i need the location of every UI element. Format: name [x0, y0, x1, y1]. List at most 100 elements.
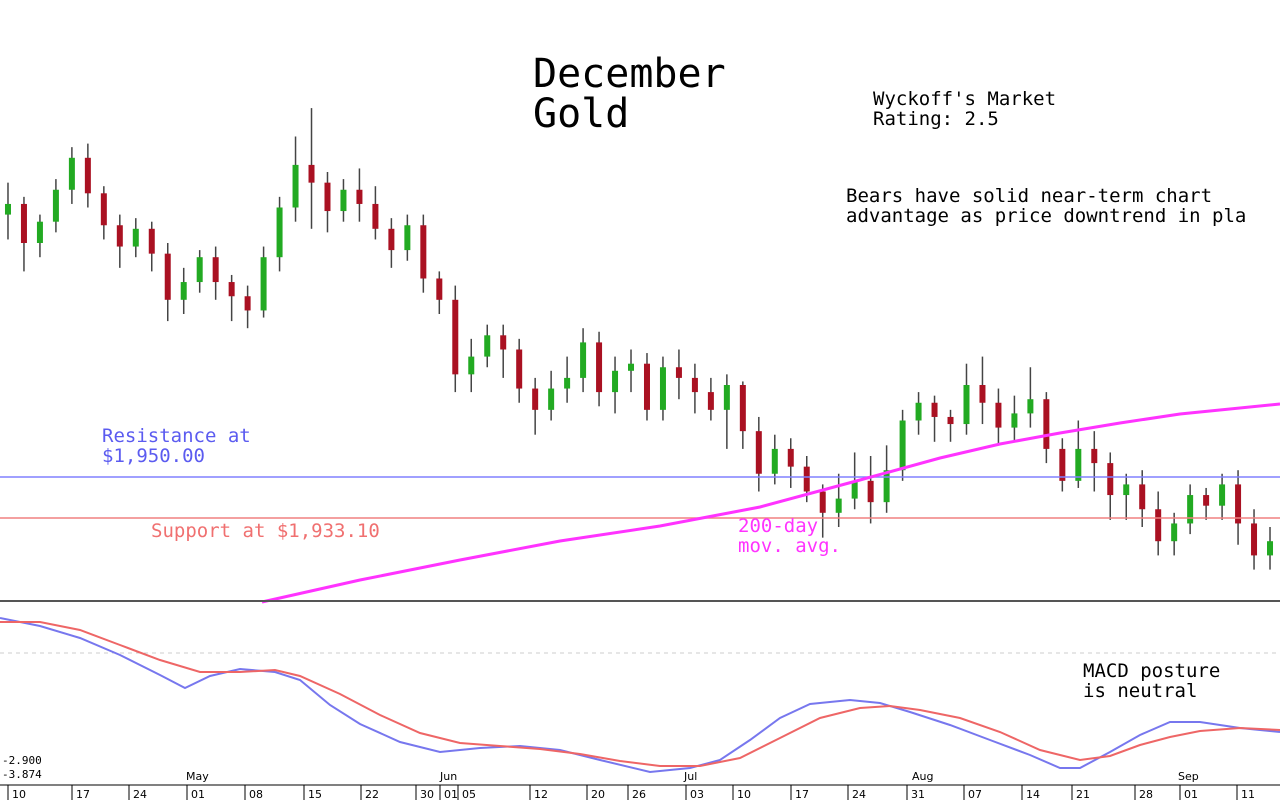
candle-body-up — [915, 402, 922, 421]
candle-body-down — [707, 392, 714, 410]
x-tick-label: 17 — [76, 788, 90, 801]
candle-body-down — [1251, 523, 1258, 556]
candle-body-down — [388, 228, 395, 251]
macd-readout-1: -2.900 — [2, 754, 42, 767]
candle-body-down — [1155, 509, 1162, 542]
candle-body-up — [580, 342, 587, 378]
moving-average-label: 200-day mov. avg. — [738, 515, 841, 557]
candle-body-up — [196, 257, 203, 283]
candle-body-up — [771, 448, 778, 474]
x-tick-label: 15 — [308, 788, 322, 801]
candle-body-down — [675, 367, 682, 378]
candle-body-up — [52, 189, 59, 222]
candle-body-down — [372, 203, 379, 229]
month-label: Aug — [912, 770, 933, 783]
candle-body-down — [308, 164, 315, 183]
candle-body-down — [356, 189, 363, 204]
candle-body-down — [931, 402, 938, 417]
resistance-label: Resistance at $1,950.00 — [102, 425, 251, 467]
candle-body-down — [1107, 463, 1114, 496]
candle-body-down — [500, 335, 507, 350]
candle-body-down — [803, 466, 810, 492]
x-tick-label: 17 — [795, 788, 809, 801]
month-label: Sep — [1178, 770, 1199, 783]
title-line-2: Gold — [533, 91, 630, 137]
candle-body-up — [723, 385, 730, 410]
x-tick-label: 24 — [852, 788, 866, 801]
candle-body-down — [739, 385, 746, 432]
ma-label-line-2: mov. avg. — [738, 534, 841, 557]
support-label: Support at $1,933.10 — [151, 520, 380, 542]
candle-body-down — [244, 296, 251, 311]
candle-body-down — [516, 349, 523, 389]
market-rating: Wyckoff's Market Rating: 2.5 — [873, 88, 1057, 130]
candle-body-up — [1187, 495, 1194, 524]
x-tick-label: 01 — [191, 788, 205, 801]
candle-body-down — [947, 416, 954, 425]
x-tick-label: 30 — [420, 788, 434, 801]
candle-body-down — [691, 377, 698, 393]
candle-body-down — [596, 342, 603, 393]
candle-body-down — [643, 363, 650, 410]
commentary-note: Bears have solid near-term chart advantag… — [846, 186, 1246, 227]
candle-body-up — [612, 370, 619, 393]
candle-body-up — [404, 225, 411, 251]
candle-body-up — [883, 470, 890, 503]
candle-body-up — [68, 157, 75, 190]
candle-body-up — [628, 363, 635, 371]
month-label: Jun — [439, 770, 457, 783]
x-tick-label: 03 — [690, 788, 704, 801]
x-tick-label: 20 — [591, 788, 605, 801]
candle-body-up — [1027, 399, 1034, 414]
candle-body-up — [180, 282, 187, 300]
rating-line-2: Rating: 2.5 — [873, 107, 999, 130]
x-tick-label: 08 — [249, 788, 263, 801]
candle-body-down — [1091, 448, 1098, 464]
candle-body-up — [963, 385, 970, 425]
x-tick-label: 21 — [1076, 788, 1090, 801]
candle-body-down — [324, 182, 331, 212]
candle-body-down — [787, 448, 794, 467]
candlestick-series — [4, 108, 1274, 570]
rating-line-1: Wyckoff's Market — [873, 88, 1057, 110]
month-labels: May Jun Jul Aug Sep — [186, 770, 1199, 783]
macd-signal-line — [0, 621, 1280, 767]
candle-body-down — [532, 388, 539, 410]
candle-body-down — [84, 157, 91, 194]
candle-body-up — [468, 356, 475, 375]
x-tick-label: 10 — [737, 788, 751, 801]
x-tick-label: 24 — [133, 788, 147, 801]
candle-body-up — [340, 189, 347, 212]
candle-body-down — [1059, 448, 1066, 481]
resistance-label-line-2: $1,950.00 — [102, 444, 205, 467]
macd-note: MACD posture is neutral — [1083, 660, 1221, 702]
macd-readout-2: -3.874 — [2, 768, 42, 781]
candle-body-down — [228, 282, 235, 297]
x-tick-label: 01 — [1184, 788, 1198, 801]
candle-body-up — [548, 388, 555, 410]
ma-label-line-1: 200-day — [738, 515, 819, 537]
candle-body-down — [995, 402, 1002, 428]
candle-body-up — [1219, 484, 1226, 506]
x-tick-label: 01 — [444, 788, 458, 801]
x-tick-label: 11 — [1241, 788, 1255, 801]
candle-body-down — [20, 203, 27, 243]
x-tick-label: 12 — [534, 788, 548, 801]
x-tick-label: 10 — [12, 788, 26, 801]
candle-body-up — [1123, 484, 1130, 496]
candle-body-down — [867, 480, 874, 503]
macd-note-line-1: MACD posture — [1083, 660, 1221, 682]
candle-body-up — [835, 498, 842, 513]
candle-body-down — [1235, 484, 1242, 524]
candle-body-down — [1043, 399, 1050, 449]
candle-body-up — [659, 367, 666, 410]
candle-body-up — [1011, 413, 1018, 428]
candle-body-up — [1267, 541, 1274, 556]
x-tick-label: 26 — [632, 788, 646, 801]
candle-body-down — [436, 278, 443, 300]
candle-body-down — [148, 228, 155, 254]
resistance-label-line-1: Resistance at — [102, 425, 251, 447]
x-tick-label: 14 — [1026, 788, 1040, 801]
chart-title: December Gold — [533, 54, 726, 134]
